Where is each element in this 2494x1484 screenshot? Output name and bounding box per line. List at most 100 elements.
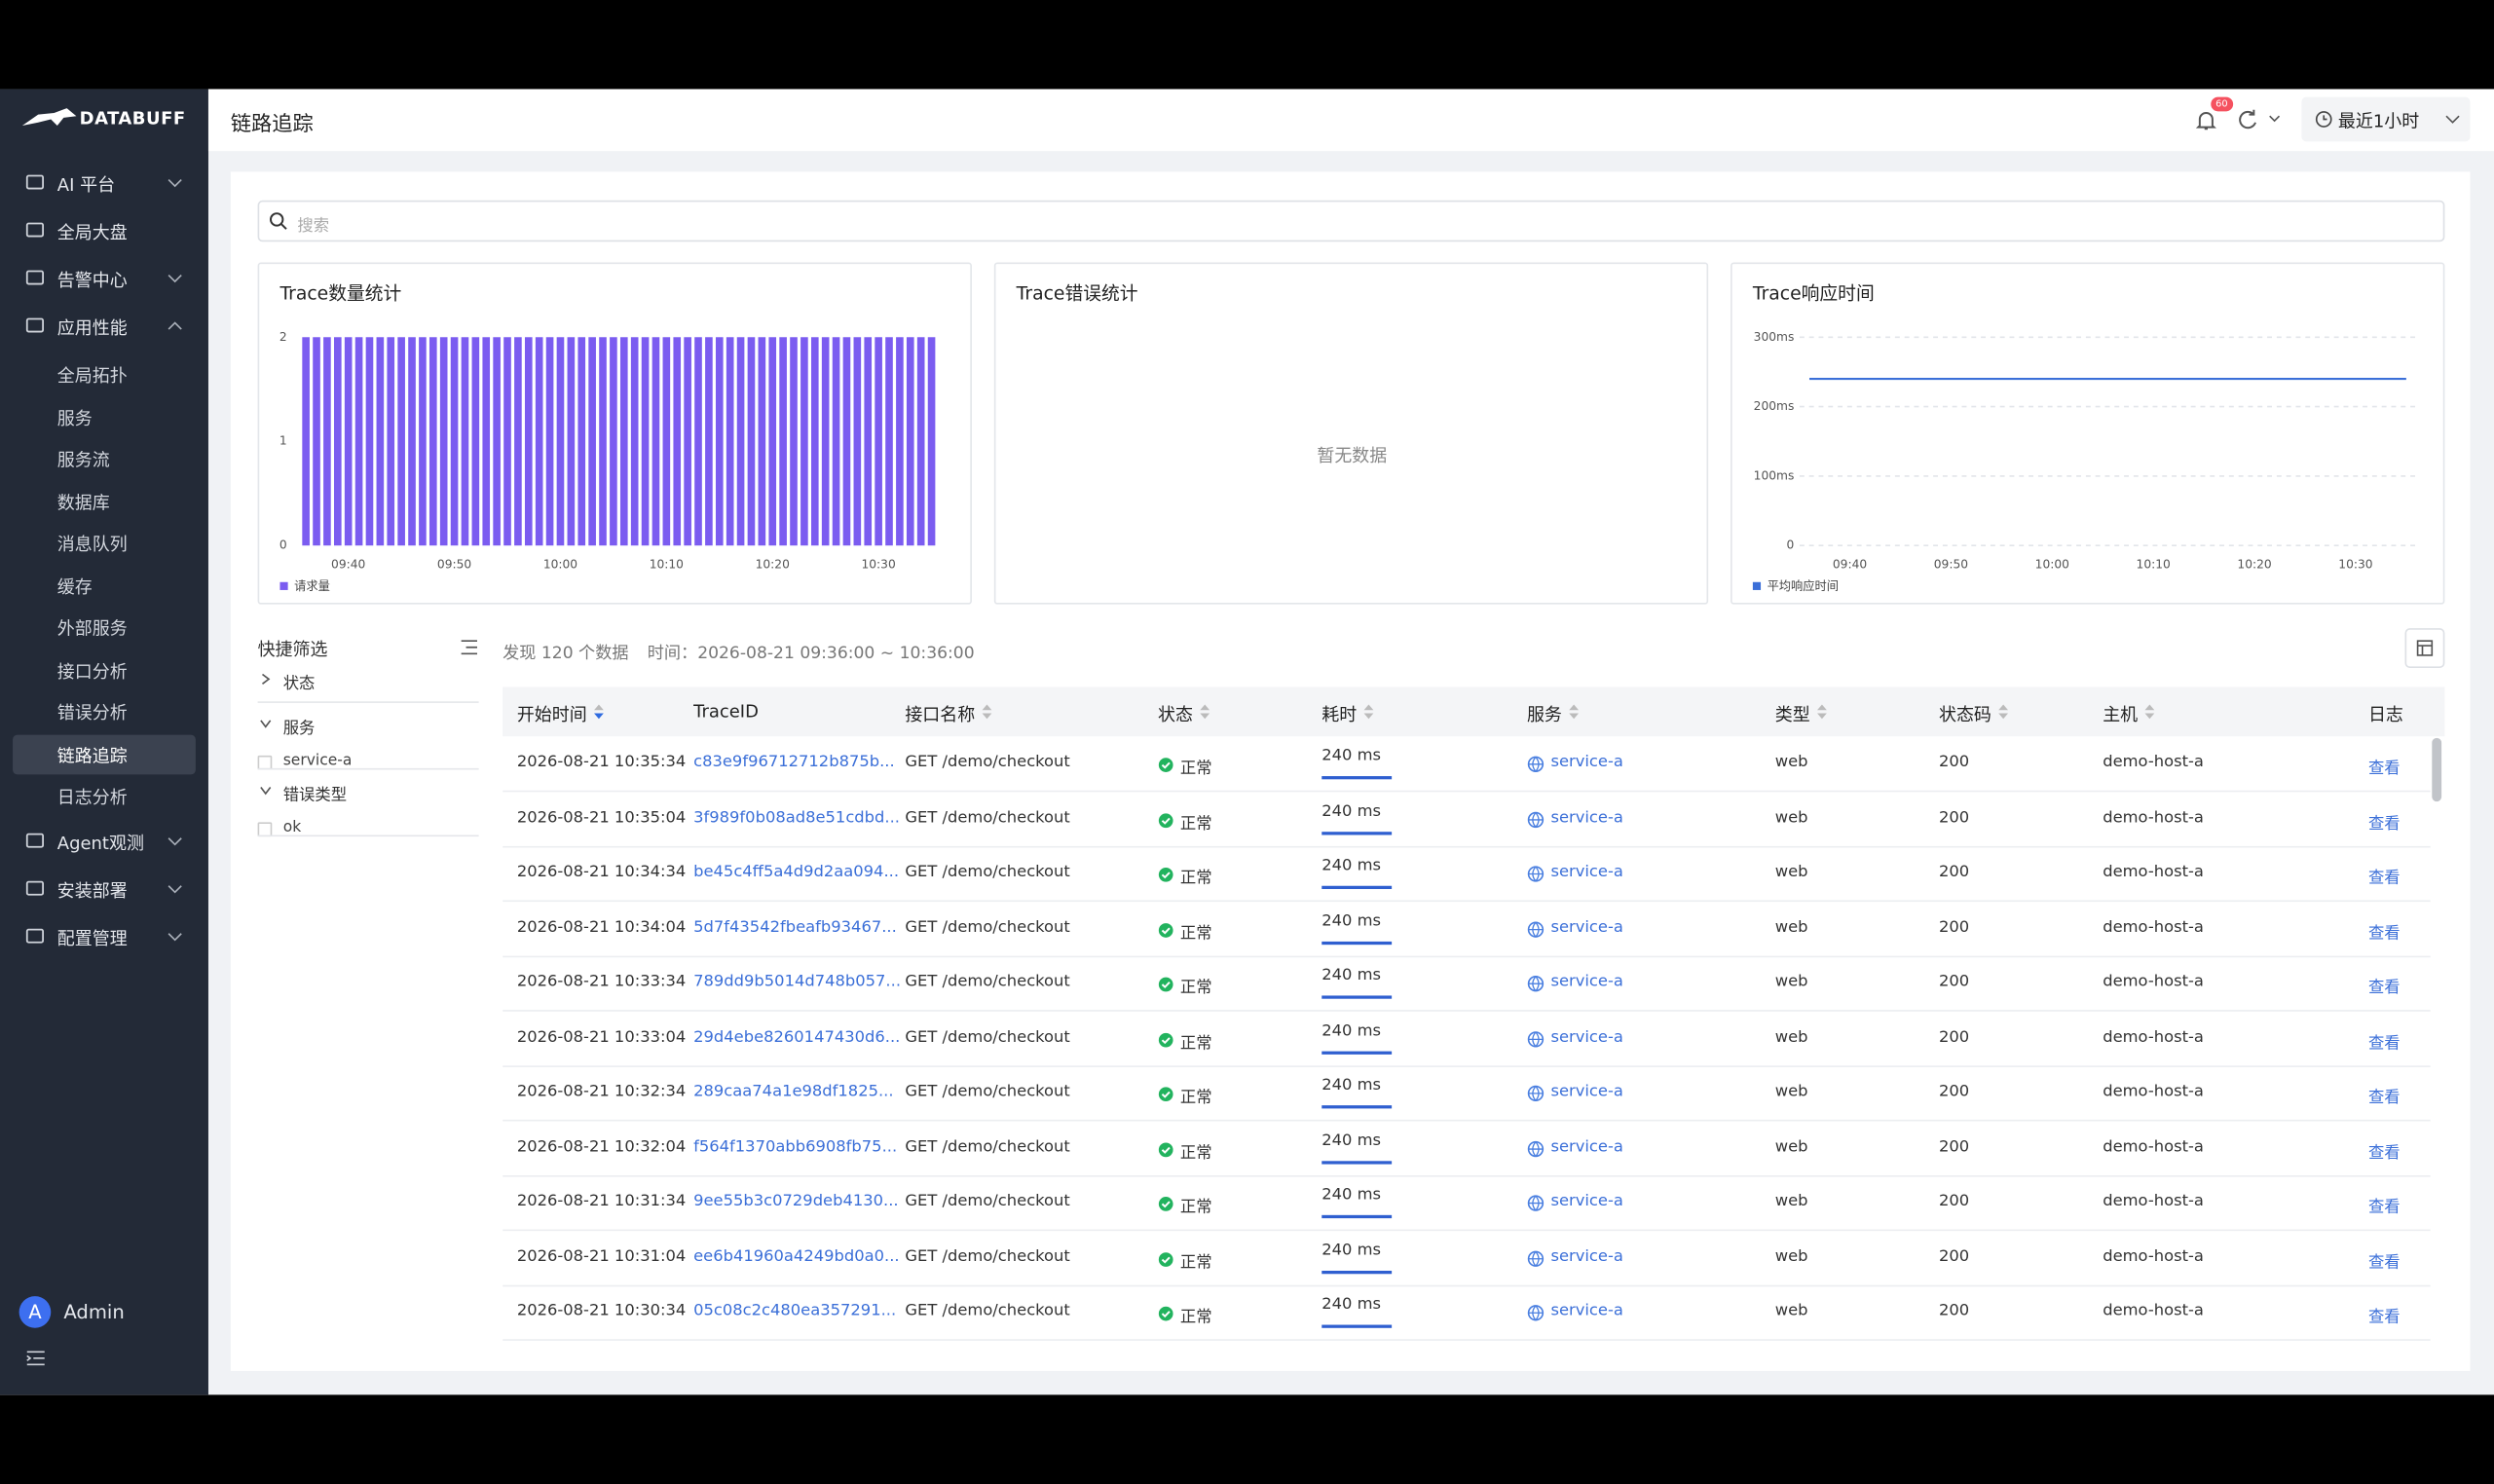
sort-icon[interactable]	[1816, 703, 1827, 721]
submenu-item[interactable]: 消息队列	[56, 534, 128, 556]
group-chevron[interactable]	[259, 784, 272, 797]
cell-link[interactable]: be45c4ff5a4d9d2aa094...	[693, 863, 900, 881]
user-name[interactable]: Admin	[63, 1301, 125, 1323]
cell-link[interactable]: service-a	[1550, 1247, 1623, 1266]
cell-link[interactable]: service-a	[1550, 1302, 1623, 1320]
column-header[interactable]: 主机	[2103, 704, 2139, 725]
group-chevron[interactable]	[259, 718, 272, 730]
bar	[747, 337, 756, 546]
check	[1161, 926, 1171, 934]
submenu-item[interactable]: 数据库	[56, 492, 110, 513]
submenu-item[interactable]: 服务	[56, 407, 93, 429]
status-icon	[1158, 758, 1173, 772]
cell-link[interactable]: service-a	[1550, 863, 1623, 881]
cell-link[interactable]: 5d7f43542fbeafb93467...	[693, 918, 897, 937]
sort-down	[982, 713, 992, 720]
cell-link[interactable]: 查看	[2367, 1253, 2401, 1272]
cell-link[interactable]: 查看	[2367, 924, 2401, 943]
submenu-item[interactable]: 全局拓扑	[56, 365, 128, 387]
cell-link[interactable]: 05c08c2c480ea357291...	[693, 1302, 897, 1320]
menu-icon	[25, 270, 44, 285]
sort-icon[interactable]	[1363, 703, 1374, 721]
cell-link[interactable]: 789dd9b5014d748b057...	[693, 973, 902, 991]
cell-link[interactable]: 查看	[2367, 1089, 2401, 1107]
group-chevron[interactable]	[259, 673, 272, 686]
table-cell: web	[1774, 1083, 1808, 1101]
menu-item[interactable]: AI 平台	[56, 174, 116, 196]
column-header: TraceID	[693, 701, 759, 723]
cell-link[interactable]: 查看	[2367, 1309, 2401, 1327]
filter-group[interactable]: 服务	[282, 720, 316, 738]
submenu-item[interactable]: 缓存	[56, 576, 93, 598]
sort-icon[interactable]	[1568, 703, 1580, 721]
column-header[interactable]: 状态码	[1938, 704, 1991, 725]
cell-link[interactable]: 查看	[2367, 760, 2401, 778]
cell-link[interactable]: service-a	[1550, 973, 1623, 991]
filter-option[interactable]: service-a	[282, 752, 353, 770]
status-dot	[1158, 1306, 1173, 1321]
submenu-item[interactable]: 错误分析	[56, 702, 128, 724]
cell-link[interactable]: c83e9f96712712b875b...	[693, 754, 895, 772]
menu-item[interactable]: Agent观测	[56, 833, 144, 855]
cell-link[interactable]: service-a	[1550, 918, 1623, 937]
cell-link[interactable]: service-a	[1550, 808, 1623, 827]
menu-item[interactable]: 应用性能	[56, 317, 128, 339]
filter-collapse-icon[interactable]	[460, 640, 479, 655]
menu-item[interactable]: 告警中心	[56, 270, 128, 291]
submenu-item[interactable]: 链路追踪	[56, 745, 128, 766]
cell-link[interactable]: service-a	[1550, 1137, 1623, 1156]
cell-link[interactable]: 查看	[2367, 980, 2401, 998]
column-header[interactable]: 开始时间	[516, 704, 587, 725]
cell-link[interactable]: 查看	[2367, 1034, 2401, 1053]
bell-icon[interactable]	[2195, 108, 2217, 133]
cell-link[interactable]: service-a	[1550, 754, 1623, 772]
bar	[726, 337, 734, 546]
column-header[interactable]: 类型	[1774, 704, 1810, 725]
menu-item[interactable]: 配置管理	[56, 928, 128, 950]
cell-link[interactable]: service-a	[1550, 1083, 1623, 1101]
column-header[interactable]: 服务	[1526, 704, 1562, 725]
cell-link[interactable]: ee6b41960a4249bd0a0...	[693, 1247, 900, 1266]
bar	[705, 337, 713, 546]
submenu-item[interactable]: 外部服务	[56, 618, 128, 640]
column-header[interactable]: 状态	[1158, 704, 1193, 725]
sort-icon[interactable]	[1997, 703, 2009, 721]
cell-link[interactable]: service-a	[1550, 1192, 1623, 1210]
filter-option[interactable]: ok	[282, 819, 302, 837]
column-settings[interactable]	[2404, 628, 2445, 668]
submenu-item[interactable]: 接口分析	[56, 660, 128, 682]
search-box[interactable]: 搜索	[257, 200, 2445, 242]
column-header[interactable]: 接口名称	[905, 704, 976, 725]
menu-item[interactable]: 安装部署	[56, 880, 128, 903]
cell-link[interactable]: 9ee55b3c0729deb4130...	[693, 1192, 899, 1210]
submenu-item[interactable]: 服务流	[56, 450, 110, 471]
cell-link[interactable]: f564f1370abb6908fb75...	[693, 1137, 898, 1156]
cell-link[interactable]: 289caa74a1e98df1825...	[693, 1083, 894, 1101]
cell-link[interactable]: 查看	[2367, 815, 2401, 834]
bar	[853, 337, 862, 546]
collapse-icon[interactable]	[25, 1349, 48, 1368]
filter-group[interactable]: 状态	[282, 676, 316, 694]
duration-bar	[1321, 776, 1393, 780]
table-cell: 正常	[1179, 1034, 1212, 1053]
sort-icon[interactable]	[1200, 703, 1210, 721]
service-icon	[1527, 1195, 1545, 1211]
refresh-control[interactable]	[2238, 108, 2286, 130]
menu-item[interactable]: 全局大盘	[56, 222, 128, 243]
sort-icon[interactable]	[982, 703, 992, 721]
filter-group[interactable]: 错误类型	[282, 787, 348, 805]
cell-link[interactable]: 查看	[2367, 1199, 2401, 1217]
table-cell: 2026-08-21 10:33:34	[516, 973, 687, 991]
submenu-item[interactable]: 日志分析	[56, 787, 128, 808]
cell-link[interactable]: 3f989f0b08ad8e51cdbd...	[693, 808, 900, 827]
cell-link[interactable]: service-a	[1550, 1027, 1623, 1046]
sort-icon[interactable]	[593, 703, 604, 721]
time-picker[interactable]: 最近1小时	[2301, 96, 2471, 142]
cell-link[interactable]: 查看	[2367, 1144, 2401, 1163]
chevron-path	[168, 837, 182, 846]
cell-link[interactable]: 查看	[2367, 870, 2401, 888]
column-header[interactable]: 耗时	[1321, 704, 1358, 725]
status-dot	[1158, 1141, 1173, 1157]
cell-link[interactable]: 29d4ebe8260147430d6...	[693, 1027, 901, 1046]
sort-icon[interactable]	[2144, 703, 2155, 721]
